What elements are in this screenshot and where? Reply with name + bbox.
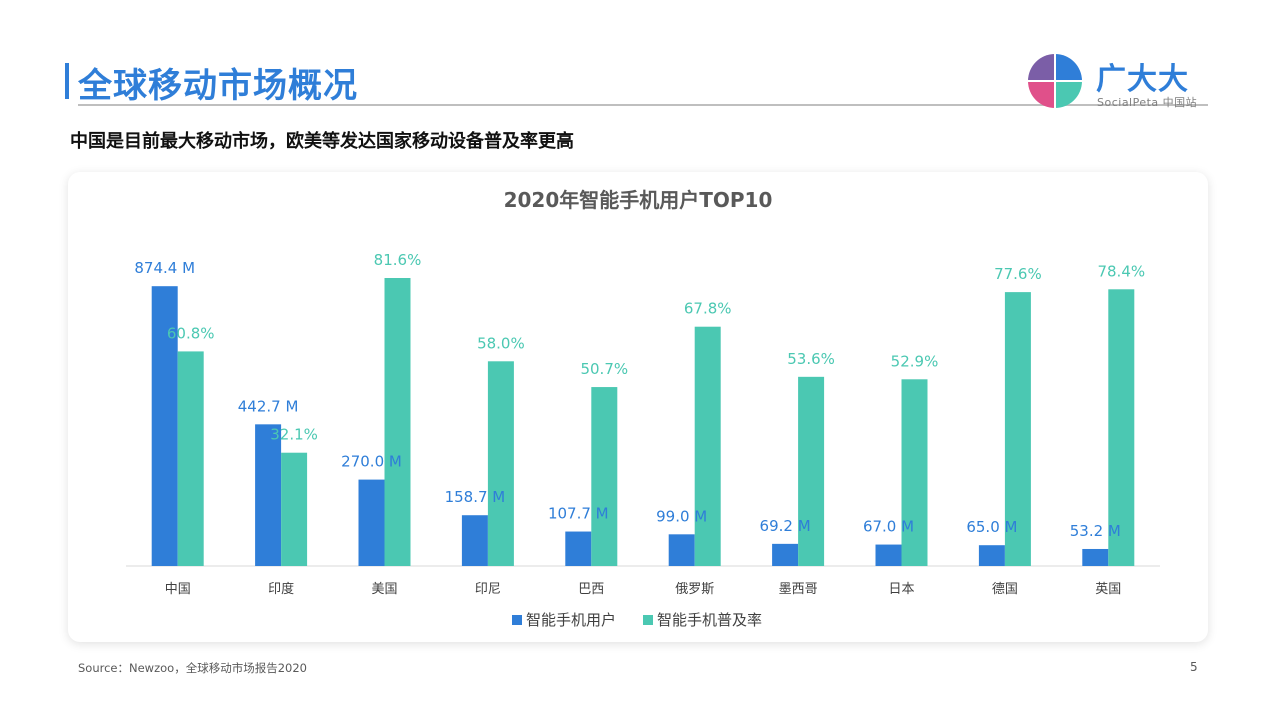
legend-swatch-users: [512, 615, 522, 625]
data-label-users-0: 874.4 M: [134, 259, 195, 277]
data-label-penetration-7: 52.9%: [891, 352, 939, 370]
title-divider: [78, 104, 1208, 106]
chart-title: 2020年智能手机用户TOP10: [504, 188, 773, 212]
bar-users-4: [565, 531, 592, 566]
page-number: 5: [1190, 660, 1198, 674]
bar-penetration-3: [487, 361, 514, 566]
source-note: Source：Newzoo，全球移动市场报告2020: [78, 661, 307, 675]
data-label-penetration-2: 81.6%: [374, 251, 422, 269]
bar-users-5: [668, 534, 695, 566]
data-label-penetration-3: 58.0%: [477, 334, 525, 352]
bar-penetration-6: [798, 376, 825, 566]
logo-text: 广大大: [1096, 62, 1189, 97]
bar-users-3: [461, 515, 488, 566]
slide-subtitle: 中国是目前最大移动市场，欧美等发达国家移动设备普及率更高: [70, 131, 574, 152]
bar-users-0: [151, 286, 178, 566]
bar-chart: 2020年智能手机用户TOP10 874.4 M 60.8% 中国 442.7 M 32.…: [126, 188, 1160, 629]
data-label-penetration-5: 67.8%: [684, 300, 732, 318]
title-accent-bar: [65, 63, 69, 99]
bar-penetration-9: [1108, 289, 1135, 566]
x-tick-label-0: 中国: [165, 582, 191, 597]
data-label-users-3: 158.7 M: [445, 488, 506, 506]
data-label-users-2: 270.0 M: [341, 453, 402, 471]
bar-users-8: [978, 545, 1005, 566]
data-label-penetration-1: 32.1%: [270, 426, 318, 444]
data-label-penetration-4: 50.7%: [580, 360, 628, 378]
bar-penetration-5: [694, 326, 721, 566]
bar-users-1: [255, 424, 282, 566]
logo-mark-icon: [1028, 54, 1082, 108]
data-label-users-1: 442.7 M: [238, 397, 299, 415]
logo-subtext: SocialPeta 中国站: [1097, 96, 1198, 109]
bar-penetration-1: [281, 452, 308, 566]
bar-users-2: [358, 479, 385, 566]
data-label-users-8: 65.0 M: [966, 518, 1017, 536]
bar-penetration-4: [591, 387, 618, 566]
page-title: 全球移动市场概况: [78, 66, 358, 106]
x-tick-label-7: 日本: [888, 582, 914, 597]
legend-label-penetration: 智能手机普及率: [657, 611, 762, 629]
legend-label-users: 智能手机用户: [526, 611, 616, 629]
bar-penetration-0: [177, 351, 204, 566]
x-tick-label-2: 美国: [371, 582, 397, 597]
bar-users-7: [875, 544, 902, 566]
data-label-users-6: 69.2 M: [760, 517, 811, 535]
x-tick-label-1: 印度: [268, 581, 294, 597]
bar-penetration-8: [1004, 292, 1031, 566]
data-label-users-5: 99.0 M: [656, 507, 707, 525]
bar-penetration-7: [901, 379, 928, 566]
bar-users-9: [1082, 548, 1109, 566]
data-label-penetration-6: 53.6%: [787, 350, 835, 368]
x-tick-label-6: 墨西哥: [779, 582, 818, 597]
x-tick-label-8: 德国: [992, 582, 1018, 597]
chart-card: 2020年智能手机用户TOP10 874.4 M 60.8% 中国 442.7 M 32.…: [68, 172, 1208, 642]
data-label-penetration-0: 60.8%: [167, 324, 215, 342]
bar-penetration-2: [384, 278, 411, 566]
data-label-users-9: 53.2 M: [1070, 522, 1121, 540]
data-label-users-4: 107.7 M: [548, 505, 609, 523]
data-label-penetration-8: 77.6%: [994, 265, 1042, 283]
data-label-users-7: 67.0 M: [863, 518, 914, 536]
legend-swatch-penetration: [643, 615, 653, 625]
bar-users-6: [772, 543, 799, 566]
x-tick-label-9: 英国: [1095, 582, 1121, 597]
data-label-penetration-9: 78.4%: [1097, 262, 1145, 280]
brand-logo: 广大大 SocialPeta 中国站: [1026, 52, 1211, 109]
x-tick-label-5: 俄罗斯: [675, 582, 714, 597]
x-tick-label-4: 巴西: [578, 582, 604, 597]
x-tick-label-3: 印尼: [475, 582, 501, 597]
